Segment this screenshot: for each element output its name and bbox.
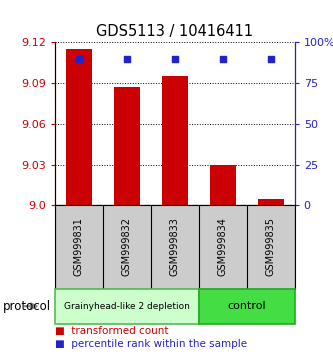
Bar	[66, 49, 92, 205]
Point	[124, 56, 130, 62]
Text: GSM999832: GSM999832	[122, 217, 132, 276]
Bar	[162, 76, 188, 205]
Bar	[55, 289, 199, 324]
Bar	[114, 87, 140, 205]
Text: GSM999835: GSM999835	[266, 217, 276, 276]
Text: Grainyhead-like 2 depletion: Grainyhead-like 2 depletion	[64, 302, 190, 311]
Point	[76, 56, 82, 62]
Bar	[209, 165, 236, 205]
Bar	[199, 289, 295, 324]
Text: GSM999834: GSM999834	[218, 217, 228, 276]
Text: control: control	[227, 301, 266, 311]
Text: GSM999831: GSM999831	[74, 217, 84, 276]
Point	[220, 56, 225, 62]
Text: protocol: protocol	[3, 300, 52, 313]
Text: ■  percentile rank within the sample: ■ percentile rank within the sample	[55, 339, 247, 349]
Bar	[257, 199, 284, 205]
Text: GSM999833: GSM999833	[170, 217, 180, 276]
Title: GDS5113 / 10416411: GDS5113 / 10416411	[96, 23, 253, 39]
Point	[172, 56, 177, 62]
Point	[268, 56, 273, 62]
Text: ■  transformed count: ■ transformed count	[55, 326, 168, 336]
